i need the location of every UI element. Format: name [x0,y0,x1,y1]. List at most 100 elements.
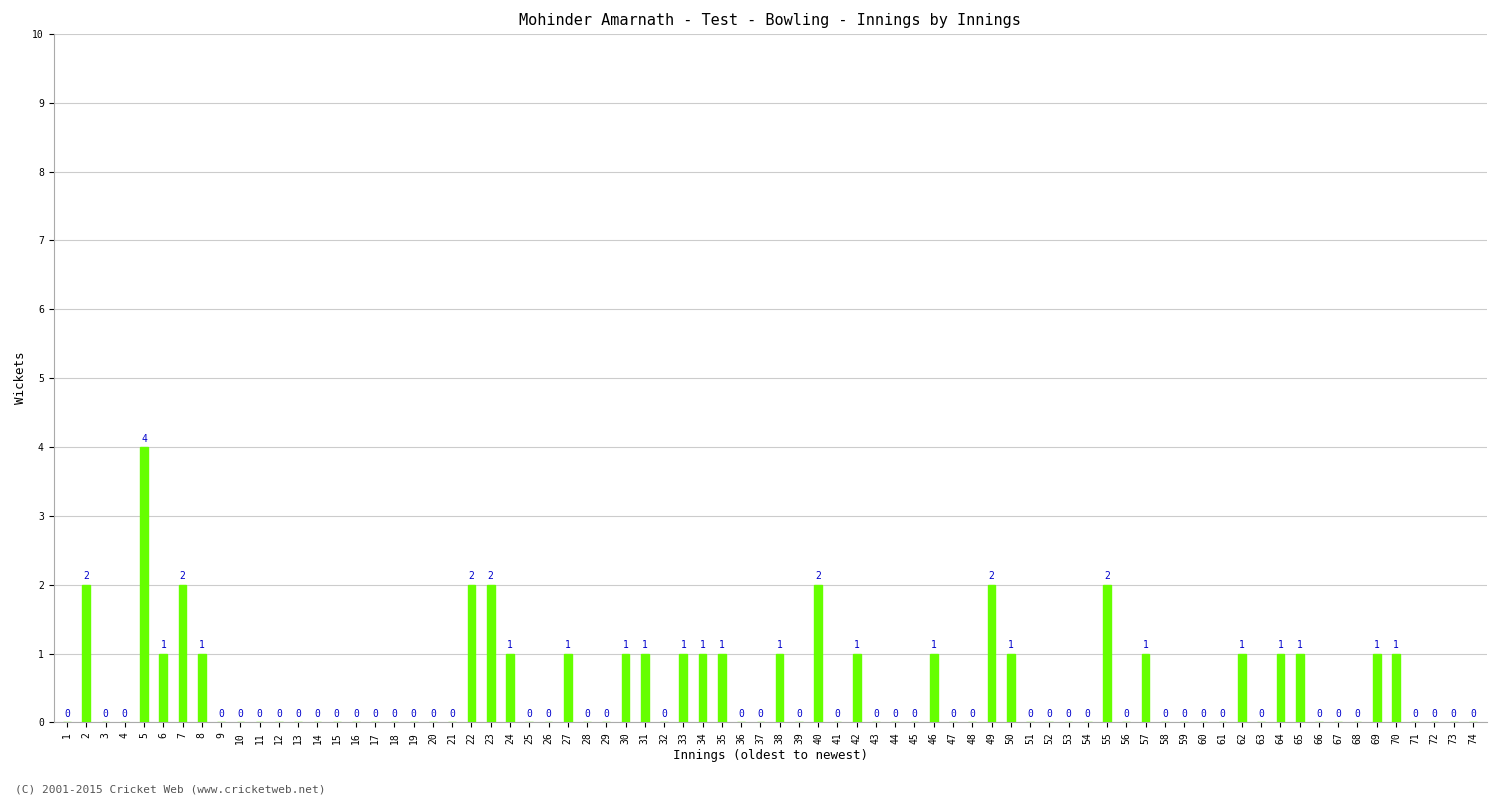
Text: 0: 0 [372,709,378,719]
Text: 1: 1 [699,640,705,650]
Text: 0: 0 [873,709,879,719]
Text: 0: 0 [1028,709,1033,719]
Bar [815,585,822,722]
Text: 1: 1 [1239,640,1245,650]
Text: 0: 0 [834,709,840,719]
Bar [178,585,186,722]
Bar [564,654,572,722]
Text: 1: 1 [681,640,687,650]
Text: 1: 1 [932,640,936,650]
Bar [468,585,476,722]
Text: 0: 0 [1047,709,1052,719]
Text: 2: 2 [1104,571,1110,582]
Text: 2: 2 [488,571,494,582]
Bar [198,654,206,722]
Text: 0: 0 [1258,709,1264,719]
Text: 0: 0 [1200,709,1206,719]
Bar [640,654,648,722]
Text: 0: 0 [1220,709,1226,719]
Bar [1142,654,1149,722]
Text: 1: 1 [200,640,206,650]
Text: 0: 0 [1354,709,1360,719]
Text: 1: 1 [507,640,513,650]
Text: 1: 1 [1394,640,1400,650]
Text: 0: 0 [1084,709,1090,719]
Text: 2: 2 [815,571,821,582]
Text: 0: 0 [217,709,223,719]
Text: 0: 0 [392,709,398,719]
Text: 0: 0 [430,709,436,719]
Text: 0: 0 [122,709,128,719]
Text: 1: 1 [1143,640,1149,650]
Bar [699,654,706,722]
Text: 0: 0 [352,709,358,719]
Text: 0: 0 [950,709,956,719]
Text: 1: 1 [1008,640,1014,650]
Text: 0: 0 [1470,709,1476,719]
Text: 2: 2 [180,571,186,582]
Text: 1: 1 [1278,640,1284,650]
Text: 0: 0 [1065,709,1071,719]
Text: 1: 1 [1374,640,1380,650]
Text: 2: 2 [468,571,474,582]
Bar [776,654,783,722]
Bar [1007,654,1014,722]
Bar [718,654,726,722]
Text: 0: 0 [969,709,975,719]
Text: 0: 0 [1450,709,1456,719]
Text: 2: 2 [988,571,994,582]
Bar [1238,654,1245,722]
Text: 0: 0 [1180,709,1186,719]
Text: 0: 0 [256,709,262,719]
X-axis label: Innings (oldest to newest): Innings (oldest to newest) [672,750,867,762]
Bar [853,654,861,722]
Text: 0: 0 [892,709,898,719]
Text: 0: 0 [64,709,70,719]
Text: 0: 0 [296,709,302,719]
Bar [930,654,938,722]
Bar [1276,654,1284,722]
Text: 0: 0 [411,709,417,719]
Text: 0: 0 [276,709,282,719]
Text: 0: 0 [526,709,532,719]
Text: 1: 1 [777,640,783,650]
Text: 0: 0 [796,709,802,719]
Text: 0: 0 [315,709,321,719]
Text: 1: 1 [566,640,570,650]
Bar [1102,585,1112,722]
Text: 0: 0 [603,709,609,719]
Text: 0: 0 [912,709,918,719]
Text: 0: 0 [1431,709,1437,719]
Bar [680,654,687,722]
Text: 0: 0 [1413,709,1418,719]
Bar [140,447,148,722]
Title: Mohinder Amarnath - Test - Bowling - Innings by Innings: Mohinder Amarnath - Test - Bowling - Inn… [519,14,1022,29]
Text: 0: 0 [333,709,339,719]
Text: 0: 0 [237,709,243,719]
Bar [621,654,630,722]
Text: 1: 1 [718,640,724,650]
Bar [1296,654,1304,722]
Text: 0: 0 [738,709,744,719]
Bar [159,654,166,722]
Bar [506,654,515,722]
Text: 1: 1 [160,640,166,650]
Text: 4: 4 [141,434,147,443]
Text: 0: 0 [1335,709,1341,719]
Text: 0: 0 [1316,709,1322,719]
Text: 0: 0 [546,709,552,719]
Text: 0: 0 [1162,709,1168,719]
Bar [1392,654,1400,722]
Bar [488,585,495,722]
Text: 0: 0 [758,709,764,719]
Y-axis label: Wickets: Wickets [13,352,27,405]
Text: 0: 0 [102,709,108,719]
Text: 1: 1 [1296,640,1302,650]
Text: (C) 2001-2015 Cricket Web (www.cricketweb.net): (C) 2001-2015 Cricket Web (www.cricketwe… [15,784,326,794]
Bar [82,585,90,722]
Text: 1: 1 [853,640,859,650]
Text: 0: 0 [584,709,590,719]
Bar [1372,654,1380,722]
Bar [987,585,996,722]
Text: 2: 2 [84,571,88,582]
